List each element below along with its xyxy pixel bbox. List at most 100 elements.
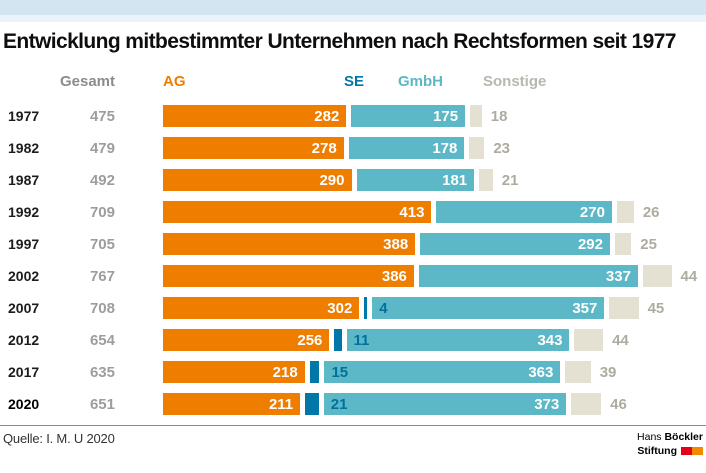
- gmbh-value: 175: [433, 107, 459, 125]
- ag-bar: 256: [163, 329, 330, 351]
- column-header-se: SE: [344, 73, 365, 90]
- gmbh-value: 337: [605, 267, 631, 285]
- stacked-bar-chart: Gesamt AG SE GmbH Sonstige 1977 475 282 175…: [0, 73, 706, 415]
- sonstige-value: 23: [493, 139, 510, 157]
- logo-text-boeckler: Böckler: [664, 431, 703, 443]
- bar-group: 290 181 21: [163, 169, 518, 191]
- logo-text-stiftung: Stiftung: [637, 444, 677, 457]
- gmbh-bar: 178: [348, 137, 465, 159]
- sonstige-value: 45: [647, 299, 665, 317]
- ag-bar: 211: [163, 393, 301, 415]
- year-label: 2020: [8, 396, 40, 412]
- se-value: 15: [331, 363, 349, 381]
- sonstige-bar: [565, 361, 591, 383]
- year-label: 2002: [8, 268, 40, 284]
- source-note: Quelle: I. M. U 2020: [3, 431, 115, 446]
- ag-value: 302: [327, 299, 353, 317]
- page-title: Entwicklung mitbestimmter Unternehmen na…: [3, 30, 676, 53]
- year-label: 1997: [8, 236, 40, 252]
- bar-group: 278 178 23: [163, 137, 510, 159]
- sonstige-value: 21: [501, 171, 519, 189]
- gmbh-value: 270: [579, 203, 605, 221]
- ag-bar: 386: [163, 265, 414, 287]
- sonstige-bar: [574, 329, 604, 351]
- sonstige-value: 44: [612, 331, 629, 349]
- logo-text-hans: Hans: [637, 431, 662, 443]
- chart-row-2007: 2007 708 302 4 357 45: [0, 297, 706, 319]
- se-value: 11: [353, 331, 370, 349]
- gmbh-bar: 270: [436, 201, 612, 223]
- chart-row-1977: 1977 475 282 175 18: [0, 105, 706, 127]
- sonstige-bar: [614, 233, 632, 255]
- chart-row-1987: 1987 492 290 181 21: [0, 169, 706, 191]
- gesamt-value: 651: [89, 395, 115, 413]
- sonstige-bar: [479, 169, 493, 191]
- ag-bar: 290: [163, 169, 352, 191]
- bar-group: 218 15 363 39: [163, 361, 616, 383]
- sonstige-bar: [642, 265, 672, 287]
- bar-group: 302 4 357 45: [163, 297, 664, 319]
- chart-rows: 1977 475 282 175 18 1982 479 278 178 23 1987 492 290…: [0, 105, 706, 415]
- gesamt-value: 705: [89, 235, 115, 253]
- gmbh-value: 363: [528, 363, 554, 381]
- gmbh-bar: 21 373: [323, 393, 567, 415]
- ag-value: 388: [383, 235, 409, 253]
- logo-orange-square-icon: [692, 446, 703, 455]
- bar-group: 256 11 343 44: [163, 329, 629, 351]
- hans-boeckler-stiftung-logo: Hans Böckler Stiftung: [637, 431, 703, 459]
- se-value: 21: [330, 395, 348, 413]
- top-accent-band: [0, 0, 706, 15]
- ag-bar: 282: [163, 105, 347, 127]
- gmbh-value: 357: [572, 299, 598, 317]
- column-header-gmbh: GmbH: [398, 73, 443, 90]
- ag-bar: 388: [163, 233, 416, 255]
- footer: Quelle: I. M. U 2020 Hans Böckler Stiftu…: [0, 426, 706, 459]
- bar-group: 211 21 373 46: [163, 393, 627, 415]
- chart-row-1982: 1982 479 278 178 23: [0, 137, 706, 159]
- ag-value: 211: [268, 395, 294, 413]
- logo-line2: Stiftung: [637, 445, 703, 460]
- gmbh-bar: 181: [356, 169, 475, 191]
- gmbh-value: 178: [432, 139, 458, 157]
- gesamt-value: 479: [89, 139, 115, 157]
- bar-group: 413 270 26: [163, 201, 660, 223]
- sonstige-bar: [609, 297, 639, 319]
- column-headers: Gesamt AG SE GmbH Sonstige: [0, 73, 706, 93]
- logo-line1: Hans Böckler: [637, 431, 703, 445]
- chart-row-1992: 1992 709 413 270 26: [0, 201, 706, 223]
- sonstige-bar: [470, 105, 482, 127]
- ag-value: 282: [314, 107, 340, 125]
- ag-value: 290: [319, 171, 345, 189]
- gesamt-value: 767: [89, 267, 115, 285]
- ag-value: 278: [311, 139, 337, 157]
- ag-value: 218: [272, 363, 298, 381]
- ag-bar: 302: [163, 297, 360, 319]
- se-value: 4: [379, 299, 388, 317]
- logo-squares-icon: [681, 446, 703, 460]
- gmbh-value: 292: [577, 235, 603, 253]
- year-label: 2012: [8, 332, 40, 348]
- bar-group: 388 292 25: [163, 233, 657, 255]
- gmbh-value: 181: [442, 171, 468, 189]
- sonstige-value: 26: [642, 203, 660, 221]
- ag-bar: 278: [163, 137, 344, 159]
- sonstige-value: 44: [680, 267, 698, 285]
- sonstige-value: 46: [610, 395, 627, 413]
- gesamt-value: 654: [89, 331, 115, 349]
- chart-row-1997: 1997 705 388 292 25: [0, 233, 706, 255]
- sonstige-value: 18: [490, 107, 508, 125]
- gmbh-bar: 15 363: [324, 361, 561, 383]
- gmbh-value: 343: [537, 331, 563, 349]
- gmbh-bar: 4 357: [372, 297, 605, 319]
- chart-row-2020: 2020 651 211 21 373 46: [0, 393, 706, 415]
- chart-row-2017: 2017 635 218 15 363 39: [0, 361, 706, 383]
- bar-group: 386 337 44: [163, 265, 697, 287]
- ag-value: 413: [399, 203, 425, 221]
- year-label: 1982: [8, 140, 40, 156]
- gmbh-bar: 337: [418, 265, 638, 287]
- gesamt-value: 492: [89, 171, 115, 189]
- year-label: 1987: [8, 172, 40, 188]
- logo-red-square-icon: [681, 446, 692, 455]
- gmbh-bar: 11 343: [346, 329, 570, 351]
- chart-row-2012: 2012 654 256 11 343 44: [0, 329, 706, 351]
